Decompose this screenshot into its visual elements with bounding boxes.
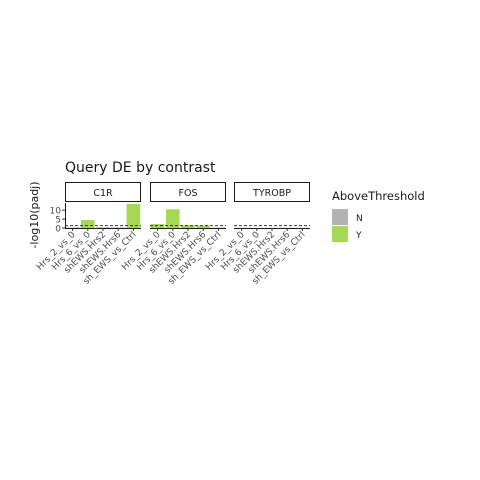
- y-tick-label: 0: [55, 225, 61, 235]
- bar: [111, 227, 126, 228]
- y-tick-label: 5: [55, 216, 61, 226]
- facet-strip: [150, 182, 226, 202]
- bar: [165, 209, 180, 228]
- bar: [126, 203, 141, 228]
- facet-strip: [65, 182, 141, 202]
- legend-label-n: N: [356, 214, 363, 224]
- facet-strip-label: C1R: [93, 188, 113, 199]
- bar: [80, 219, 95, 228]
- legend-swatch-y: [332, 226, 348, 242]
- chart-title: Query DE by contrast: [65, 160, 216, 176]
- legend-swatch-n: [332, 209, 348, 225]
- legend: AboveThreshold N Y: [332, 189, 425, 242]
- facet-panels: C1RHrs_2_vs_0Hrs_6_vs_0shEWS.Hrs2shEWS.H…: [35, 182, 310, 287]
- bar: [65, 227, 80, 228]
- bar: [181, 225, 195, 228]
- facet-strip: [234, 182, 310, 202]
- y-tick-label: 10: [50, 207, 62, 217]
- bar: [196, 225, 211, 228]
- legend-label-y: Y: [355, 231, 362, 241]
- legend-title: AboveThreshold: [332, 189, 425, 203]
- facet-strip-label: FOS: [179, 188, 198, 199]
- y-axis-label: -log10(padj): [28, 181, 41, 248]
- bar: [96, 227, 110, 228]
- facet-strip-label: TYROBP: [252, 188, 291, 199]
